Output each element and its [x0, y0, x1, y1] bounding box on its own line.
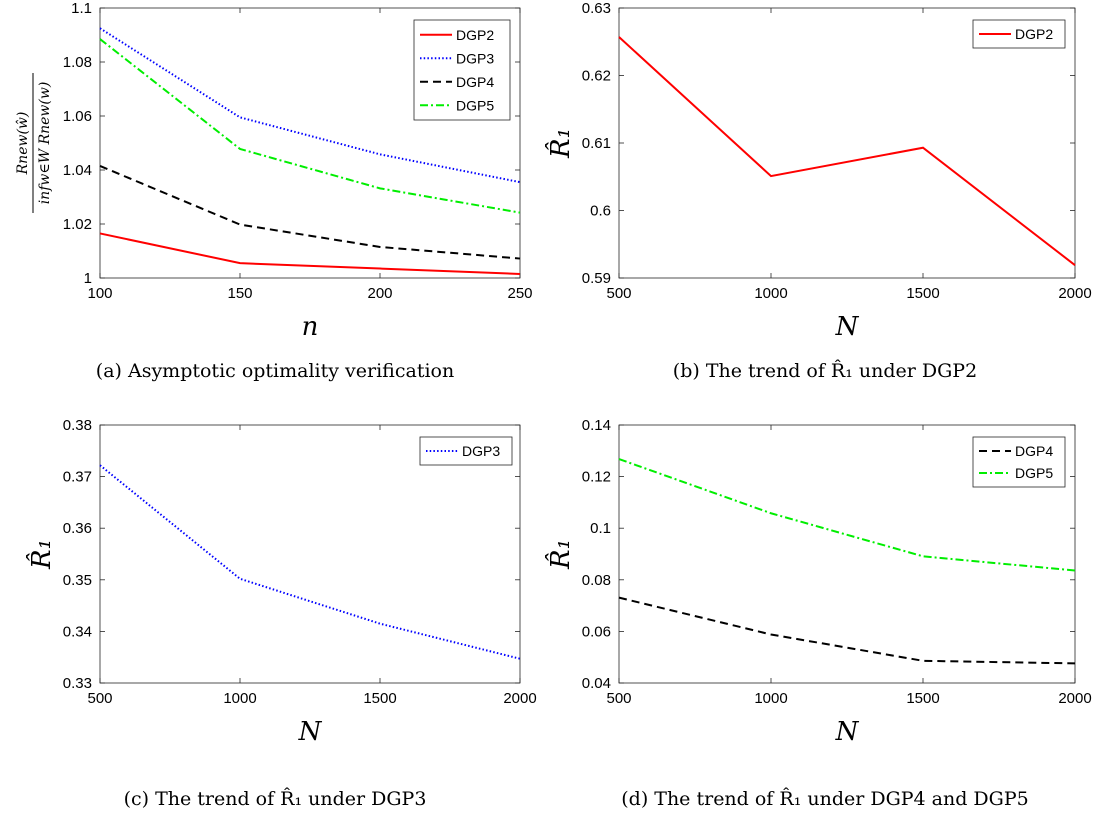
x-tick-label: 1500 [906, 690, 939, 707]
x-tick-label: 500 [606, 690, 631, 707]
panel-c: 500 1000 1500 2000 0.33 0.34 0.35 0.36 0.37 0.38 N… [0, 415, 550, 827]
x-tick-label: 2000 [1058, 690, 1091, 707]
y-tick-label: 0.61 [582, 135, 611, 152]
x-tick-label: 250 [507, 285, 532, 302]
x-tick-label: 1000 [754, 285, 787, 302]
x-tick-label: 100 [87, 285, 112, 302]
y-tick-label: 0.06 [582, 623, 611, 640]
y-tick-label: 0.33 [63, 675, 92, 692]
x-axis-label: N [298, 717, 323, 747]
legend-box [419, 436, 513, 466]
x-tick-label: 150 [227, 285, 252, 302]
series-line-dgp4 [618, 596, 1076, 665]
y-axis-label-numerator: Rnew(ŵ) [15, 112, 31, 176]
y-tick-label: 1.02 [63, 216, 92, 233]
axes-box [99, 424, 521, 684]
x-tick-label: 1500 [906, 285, 939, 302]
y-tick-label: 0.34 [63, 623, 92, 640]
chart-b: 500 1000 1500 2000 0.59 0.6 0.61 0.62 0.63 N R̂₁ DG… [545, 0, 1091, 342]
legend-label-dgp5: DGP5 [456, 97, 494, 113]
series-line-dgp4 [99, 165, 521, 260]
legend-box [413, 19, 511, 121]
y-axis-label: R̂₁ [26, 539, 57, 570]
caption-c: (c) The trend of R̂₁ under DGP3 [123, 788, 427, 810]
y-tick-label: 0.38 [63, 417, 92, 434]
y-tick-label: 1.1 [71, 0, 92, 17]
x-tick-label: 1000 [223, 690, 256, 707]
legend-label-dgp4: DGP4 [1015, 443, 1053, 459]
x-tick-label: 200 [367, 285, 392, 302]
caption-d: (d) The trend of R̂₁ under DGP4 and DGP5 [621, 788, 1029, 810]
y-axis-label-denominator: infw∈W Rnew(w) [37, 82, 53, 205]
y-tick-label: 0.35 [63, 572, 92, 589]
x-tick-label: 1000 [754, 690, 787, 707]
legend-label-dgp3: DGP3 [462, 443, 500, 459]
panel-b: 500 1000 1500 2000 0.59 0.6 0.61 0.62 0.63 N R̂₁ DG… [545, 0, 1100, 400]
y-tick-label: 0.1 [590, 520, 611, 537]
y-axis-label: Rnew(ŵ) infw∈W Rnew(w) [15, 73, 53, 213]
legend-box [972, 436, 1066, 488]
y-tick-label: 1 [84, 270, 92, 287]
x-tick-label: 500 [87, 690, 112, 707]
y-tick-label: 0.14 [582, 417, 611, 434]
panel-a: 100 150 200 250 1 1.02 1.04 1.06 1.08 1.1 n Rnew(ŵ)… [0, 0, 550, 400]
series-line-dgp3 [99, 464, 521, 660]
y-tick-label: 0.04 [582, 675, 611, 692]
legend-label-dgp2: DGP2 [456, 27, 494, 43]
series-line-dgp2 [99, 232, 521, 275]
chart-c: 500 1000 1500 2000 0.33 0.34 0.35 0.36 0.37 0.38 N… [26, 417, 536, 747]
y-tick-label: 0.12 [582, 469, 611, 486]
y-tick-label: 1.08 [63, 54, 92, 71]
x-axis-label: n [302, 312, 319, 342]
axes-box [618, 7, 1076, 279]
x-tick-label: 1500 [363, 690, 396, 707]
y-tick-label: 1.06 [63, 108, 92, 125]
caption-b: (b) The trend of R̂₁ under DGP2 [672, 360, 978, 382]
legend-label-dgp3: DGP3 [456, 50, 494, 66]
y-tick-label: 0.59 [582, 270, 611, 287]
y-axis-label: R̂₁ [545, 539, 576, 570]
series-line-dgp2 [618, 36, 1076, 266]
y-tick-label: 0.37 [63, 469, 92, 486]
chart-d: 500 1000 1500 2000 0.04 0.06 0.08 0.1 0.12 0.14 N R… [545, 417, 1091, 747]
x-tick-label: 500 [606, 285, 631, 302]
panel-d: 500 1000 1500 2000 0.04 0.06 0.08 0.1 0.12 0.14 N R… [545, 415, 1100, 827]
y-tick-label: 0.6 [590, 203, 611, 220]
x-axis-label: N [835, 312, 860, 342]
caption-a: (a) Asymptotic optimality verification [95, 360, 455, 382]
x-axis-label: N [835, 717, 860, 747]
y-tick-label: 0.36 [63, 520, 92, 537]
legend-label-dgp4: DGP4 [456, 74, 494, 90]
y-tick-label: 0.08 [582, 572, 611, 589]
y-tick-label: 0.62 [582, 68, 611, 85]
x-tick-label: 2000 [503, 690, 536, 707]
series-line-dgp5 [618, 458, 1076, 572]
y-tick-label: 1.04 [63, 162, 92, 179]
x-tick-label: 2000 [1058, 285, 1091, 302]
series-line-dgp3 [99, 27, 521, 184]
chart-a: 100 150 200 250 1 1.02 1.04 1.06 1.08 1.1 n Rnew(ŵ)… [15, 0, 533, 342]
legend-label-dgp5: DGP5 [1015, 465, 1053, 481]
y-tick-label: 0.63 [582, 0, 611, 17]
legend-label-dgp2: DGP2 [1015, 26, 1053, 42]
y-axis-label: R̂₁ [545, 128, 576, 159]
